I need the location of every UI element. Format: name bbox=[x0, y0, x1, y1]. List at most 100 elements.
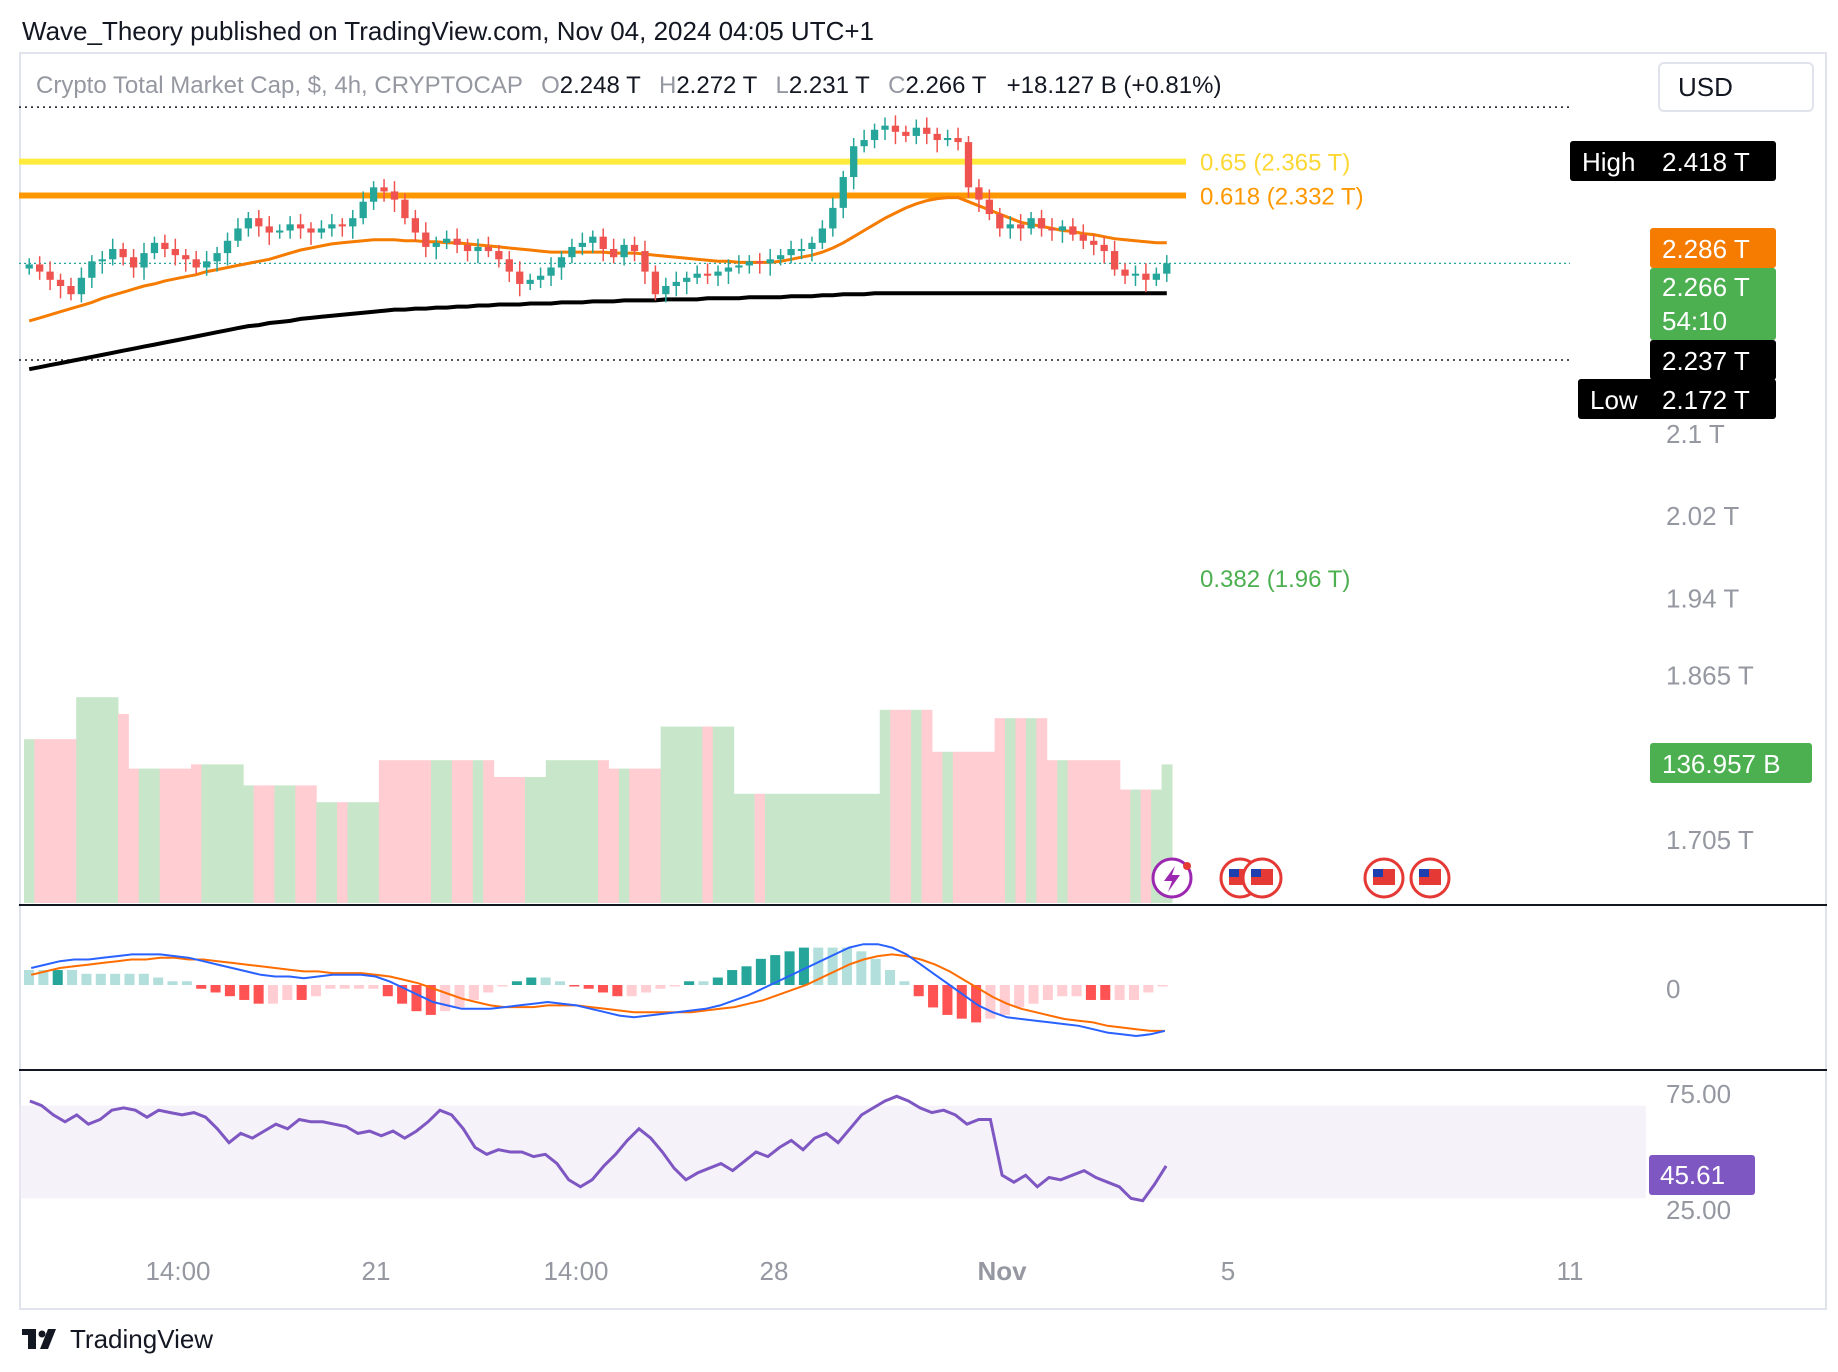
footer-logo[interactable]: TradingView bbox=[22, 1324, 213, 1355]
candle-body-66 bbox=[714, 271, 722, 276]
macd-hist-37 bbox=[554, 981, 565, 985]
candle-body-43 bbox=[474, 246, 482, 252]
volume-bar-92 bbox=[984, 751, 996, 903]
rsi-tick-25: 25.00 bbox=[1666, 1195, 1731, 1225]
us-flag-event-icon-3-canton bbox=[1373, 869, 1383, 877]
volume-bar-67 bbox=[723, 726, 735, 903]
open-value: 2.248 T bbox=[559, 72, 641, 99]
candle-body-42 bbox=[463, 244, 472, 252]
high-tag-label-bg bbox=[1570, 141, 1662, 181]
macd-hist-9 bbox=[153, 977, 164, 985]
last-price-tag-bg bbox=[1650, 268, 1776, 340]
macd-hist-24 bbox=[368, 985, 379, 989]
volume-bar-63 bbox=[681, 726, 693, 903]
candle-body-19 bbox=[223, 240, 232, 254]
x-label-6: 11 bbox=[1557, 1256, 1584, 1286]
candle-body-87 bbox=[933, 133, 941, 141]
candle-body-12 bbox=[150, 242, 159, 254]
volume-bar-21 bbox=[243, 785, 255, 903]
candle-body-38 bbox=[422, 232, 430, 247]
volume-bar-61 bbox=[660, 726, 672, 903]
macd-hist-74 bbox=[1085, 985, 1096, 1000]
macd-hist-29 bbox=[440, 985, 451, 1012]
volume-bar-36 bbox=[399, 760, 411, 903]
volume-bar-24 bbox=[274, 785, 286, 903]
macd-hist-41 bbox=[612, 985, 623, 997]
us-flag-event-icon-4-canton bbox=[1419, 869, 1429, 877]
tradingview-logo-icon bbox=[22, 1328, 56, 1349]
candle-body-1 bbox=[36, 264, 44, 272]
volume-bar-102 bbox=[1088, 760, 1100, 903]
volume-bar-73 bbox=[785, 793, 797, 903]
candle-body-25 bbox=[286, 224, 294, 231]
symbol-name[interactable]: Crypto Total Market Cap, $, 4h, CRYPTOCA… bbox=[36, 72, 523, 99]
candle-body-3 bbox=[56, 279, 65, 286]
volume-bar-28 bbox=[316, 802, 328, 903]
candle-body-63 bbox=[683, 277, 691, 282]
chart-frame bbox=[19, 52, 1827, 1310]
volume-bar-25 bbox=[284, 785, 296, 903]
macd-hist-42 bbox=[626, 985, 637, 997]
candle-body-20 bbox=[234, 228, 242, 241]
rsi-band bbox=[19, 1105, 1646, 1199]
candle-body-89 bbox=[954, 137, 962, 143]
candle-body-101 bbox=[1079, 234, 1087, 241]
volume-bar-32 bbox=[357, 802, 369, 903]
candle-body-32 bbox=[359, 201, 367, 219]
candle-body-92 bbox=[985, 199, 994, 215]
high-tag-value-bg bbox=[1650, 141, 1776, 181]
volume-bar-98 bbox=[1046, 760, 1058, 903]
macd-hist-64 bbox=[942, 985, 953, 1015]
macd-hist-30 bbox=[454, 985, 465, 1008]
volume-bar-12 bbox=[149, 768, 161, 903]
macd-hist-7 bbox=[124, 973, 135, 985]
macd-hist-14 bbox=[224, 985, 235, 997]
volume-bar-58 bbox=[629, 768, 641, 903]
volume-bar-103 bbox=[1098, 760, 1110, 903]
candle-body-14 bbox=[171, 248, 179, 256]
volume-bar-64 bbox=[691, 726, 703, 903]
macd-hist-79 bbox=[1157, 985, 1168, 987]
volume-bar-97 bbox=[1036, 718, 1048, 903]
x-label-1: 21 bbox=[362, 1256, 391, 1286]
volume-bar-48 bbox=[524, 777, 536, 903]
volume-bar-18 bbox=[211, 764, 223, 903]
candle-body-75 bbox=[808, 242, 816, 249]
macd-hist-17 bbox=[267, 985, 278, 1004]
candle-body-8 bbox=[109, 248, 117, 260]
candle-body-67 bbox=[724, 267, 733, 272]
volume-bar-10 bbox=[128, 768, 140, 903]
candle-body-68 bbox=[735, 265, 743, 268]
volume-bar-93 bbox=[994, 718, 1006, 903]
rsi-last-badge bbox=[1649, 1155, 1755, 1195]
currency-button[interactable]: USD bbox=[1658, 62, 1814, 112]
volume-bar-19 bbox=[222, 764, 234, 903]
macd-hist-45 bbox=[669, 985, 680, 987]
macd-hist-55 bbox=[813, 947, 824, 985]
macd-hist-72 bbox=[1057, 985, 1068, 997]
volume-bar-69 bbox=[744, 793, 756, 903]
candle-body-56 bbox=[610, 248, 618, 258]
macd-hist-38 bbox=[569, 985, 580, 987]
volume-bar-22 bbox=[253, 785, 265, 903]
candle-body-41 bbox=[453, 238, 461, 245]
volume-bar-82 bbox=[879, 709, 891, 903]
volume-bar-45 bbox=[493, 777, 505, 903]
change-value: +18.127 B (+0.81%) bbox=[1006, 72, 1222, 99]
volume-bar-96 bbox=[1025, 718, 1037, 903]
candle-body-21 bbox=[244, 218, 253, 229]
price-tick-1: 2.02 T bbox=[1666, 501, 1739, 531]
candle-body-64 bbox=[693, 273, 701, 278]
volume-bar-23 bbox=[264, 785, 275, 903]
candle-body-6 bbox=[88, 261, 96, 278]
volume-bar-105 bbox=[1119, 789, 1131, 903]
lightning-bolt-icon bbox=[1164, 866, 1180, 892]
candle-body-37 bbox=[411, 218, 420, 233]
candle-body-81 bbox=[870, 129, 879, 141]
candle-body-24 bbox=[276, 230, 284, 233]
candle-body-103 bbox=[1100, 244, 1108, 252]
low-tag-value-bg bbox=[1650, 379, 1776, 419]
volume-bar-62 bbox=[671, 726, 682, 903]
close-key: C bbox=[888, 72, 906, 99]
